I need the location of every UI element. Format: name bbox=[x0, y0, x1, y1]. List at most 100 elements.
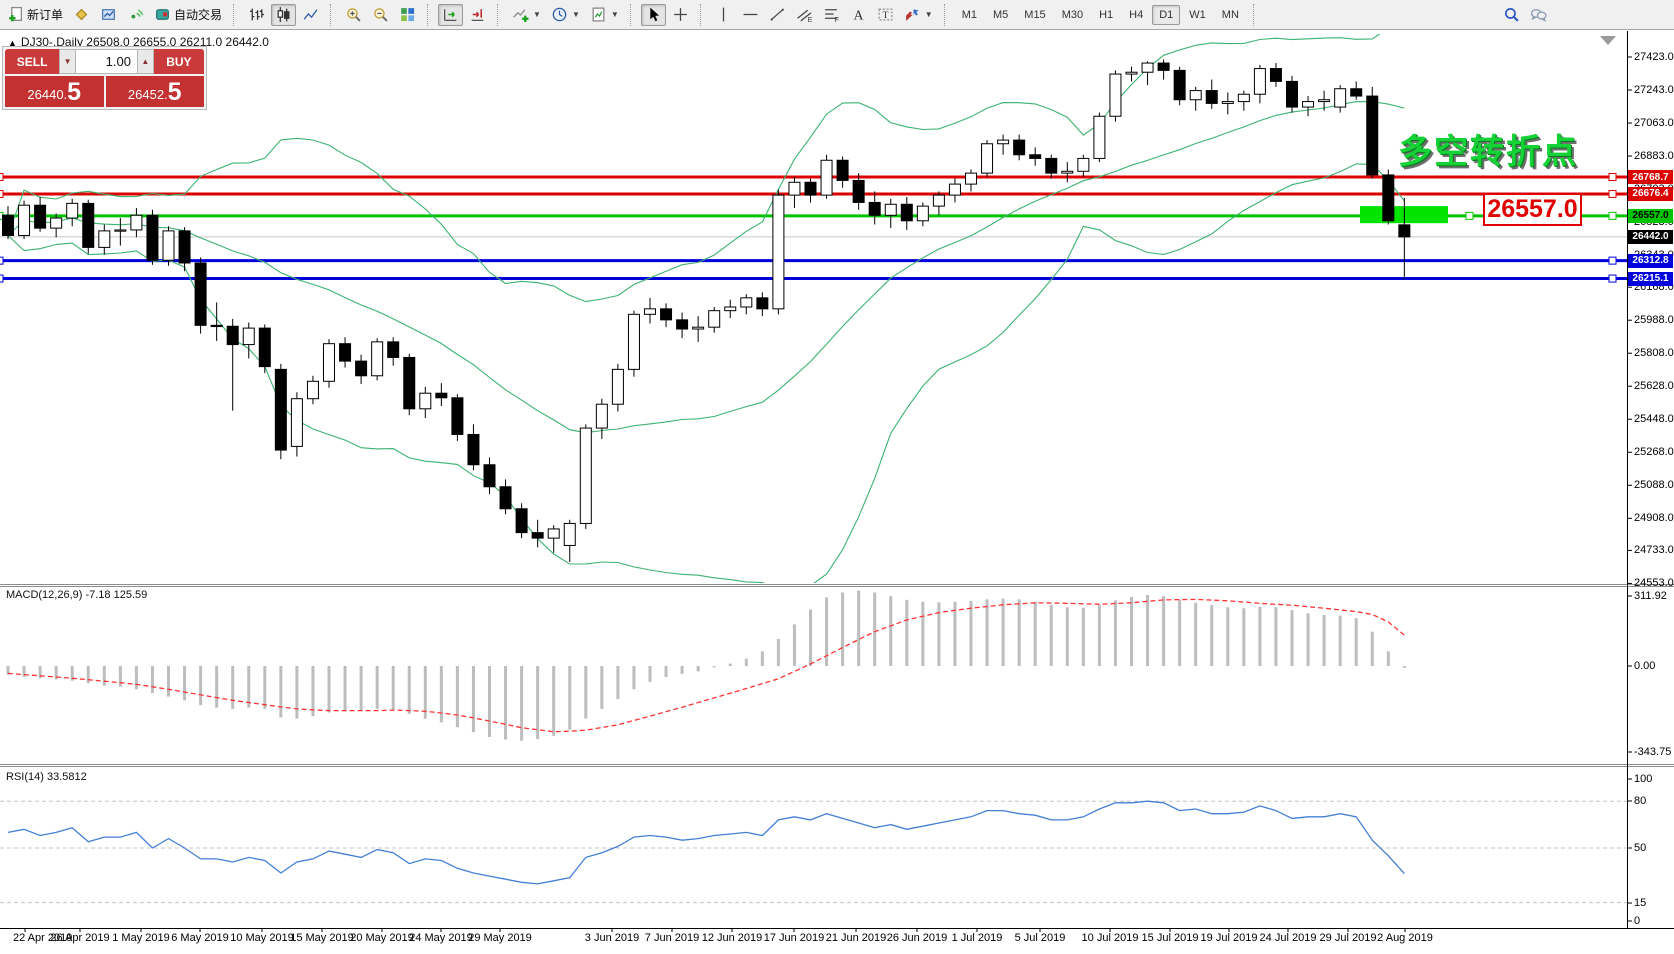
date-axis-label: 10 Jul 2019 bbox=[1081, 932, 1139, 944]
price-axis-label: 24553.0 bbox=[1634, 577, 1674, 590]
volume-down-button[interactable]: ▼ bbox=[59, 49, 76, 74]
cursor-button[interactable] bbox=[640, 3, 666, 26]
volume-up-button[interactable]: ▲ bbox=[136, 49, 154, 74]
line-handle[interactable] bbox=[1608, 173, 1617, 182]
price-tag-annotation[interactable]: 26557.0 bbox=[1483, 193, 1582, 226]
fibonacci-button[interactable]: F bbox=[819, 4, 844, 26]
price-axis-label: 26883.0 bbox=[1634, 150, 1674, 163]
line-chart-button[interactable] bbox=[298, 4, 323, 26]
price-axis-label: 24733.0 bbox=[1634, 544, 1674, 557]
tile-windows-button[interactable] bbox=[395, 4, 420, 26]
date-axis-label: 29 Jul 2019 bbox=[1319, 932, 1377, 944]
zoom-in-button[interactable] bbox=[341, 4, 366, 26]
search-button[interactable] bbox=[1499, 4, 1524, 26]
new-order-button[interactable]: 新订单 bbox=[3, 4, 67, 26]
charts-window-icon bbox=[100, 6, 117, 23]
timeframe-m1-button[interactable]: M1 bbox=[961, 8, 977, 21]
chevron-down-icon[interactable]: ▼ bbox=[610, 10, 619, 19]
indicators-button[interactable]: ▼ bbox=[508, 4, 545, 26]
bar-chart-button[interactable] bbox=[244, 4, 269, 26]
level-price-badge: 26768.7 bbox=[1628, 170, 1673, 184]
line-handle[interactable] bbox=[0, 274, 4, 283]
auto-scroll-button[interactable] bbox=[438, 3, 464, 26]
rsi-scale-label: 0 bbox=[1634, 915, 1641, 927]
auto-trading-button[interactable]: 自动交易 bbox=[150, 4, 226, 26]
level-price-badge: 26557.0 bbox=[1628, 208, 1673, 223]
timeframe-h4-button[interactable]: H4 bbox=[1129, 8, 1144, 21]
timeframe-d1-button[interactable]: D1 bbox=[1152, 4, 1181, 25]
timeframe-m5-button[interactable]: M5 bbox=[993, 8, 1009, 21]
line-handle[interactable] bbox=[1608, 189, 1617, 198]
sell-button[interactable]: SELL bbox=[5, 49, 60, 74]
horizontal-line-button[interactable] bbox=[738, 4, 763, 26]
chevron-down-icon[interactable]: ▼ bbox=[533, 10, 541, 19]
line-handle[interactable] bbox=[1465, 211, 1474, 220]
date-axis-label: 1 Jul 2019 bbox=[951, 932, 1003, 944]
line-handle[interactable] bbox=[0, 173, 4, 182]
timeframe-h1-button[interactable]: H1 bbox=[1099, 8, 1114, 21]
chevron-down-icon[interactable]: ▼ bbox=[571, 10, 580, 19]
date-axis-label: 20 May 2019 bbox=[350, 932, 414, 944]
date-axis-label: 10 May 2019 bbox=[230, 932, 294, 944]
arrows-button[interactable]: ▼ bbox=[900, 4, 937, 26]
price-axis-label: 25628.0 bbox=[1634, 380, 1674, 393]
date-axis-label: 26 Apr 2019 bbox=[50, 932, 110, 944]
text-icon: A bbox=[850, 6, 867, 23]
candle-chart-icon bbox=[275, 6, 292, 23]
price-axis-label: 25088.0 bbox=[1634, 479, 1674, 492]
periods-button[interactable]: ▼ bbox=[547, 4, 584, 26]
line-handle[interactable] bbox=[1608, 211, 1617, 220]
vertical-line-button[interactable] bbox=[711, 4, 736, 26]
charts-window-button[interactable] bbox=[96, 4, 121, 26]
chart-shift-button[interactable] bbox=[465, 4, 490, 26]
text-button[interactable]: A bbox=[846, 4, 871, 26]
sell-price-display[interactable]: 26440. 5 bbox=[5, 76, 104, 107]
buy-price-display[interactable]: 26452. 5 bbox=[105, 76, 204, 107]
date-axis-label: 3 Jun 2019 bbox=[584, 932, 640, 944]
chart-title: ▲ DJ30-,Daily 26508.0 26655.0 26211.0 264… bbox=[8, 35, 269, 49]
timeframe-w1-button[interactable]: W1 bbox=[1189, 8, 1206, 21]
crosshair-button[interactable] bbox=[668, 4, 693, 26]
trendline-button[interactable] bbox=[765, 4, 790, 26]
chat-icon bbox=[1530, 6, 1547, 23]
timeframe-m30-button[interactable]: M30 bbox=[1061, 8, 1084, 21]
chat-button[interactable] bbox=[1526, 4, 1551, 26]
equidistant-channel-button[interactable]: E bbox=[792, 4, 817, 26]
line-handle[interactable] bbox=[1608, 256, 1617, 265]
price-axis-label: 24908.0 bbox=[1634, 512, 1674, 525]
volume-input[interactable] bbox=[75, 49, 137, 74]
turning-point-annotation[interactable]: 多空转折点 bbox=[1398, 133, 1578, 171]
rsi-scale-label: 15 bbox=[1634, 897, 1647, 909]
buy-button[interactable]: BUY bbox=[153, 49, 204, 74]
ohlc-toggle-icon[interactable]: ▲ bbox=[8, 38, 17, 48]
candle-chart-button[interactable] bbox=[271, 3, 297, 26]
timeframe-m15-button[interactable]: M15 bbox=[1024, 8, 1046, 21]
level-price-badge: 26312.8 bbox=[1628, 253, 1673, 268]
rsi-scale-label: 100 bbox=[1634, 773, 1653, 785]
styler-button[interactable] bbox=[69, 4, 94, 26]
rsi-line bbox=[7, 800, 1405, 885]
macd-scale-label: -343.75 bbox=[1634, 746, 1672, 758]
chevron-down-icon[interactable]: ▼ bbox=[924, 10, 933, 19]
timeframe-mn-button[interactable]: MN bbox=[1221, 8, 1239, 21]
toolbar-separator bbox=[427, 3, 432, 26]
zoom-out-button[interactable] bbox=[368, 4, 393, 26]
date-axis-label: 26 Jun 2019 bbox=[886, 932, 948, 944]
signals-button[interactable] bbox=[123, 4, 148, 26]
sell-price-small: 26440. bbox=[27, 87, 68, 102]
date-axis-label: 5 Jul 2019 bbox=[1014, 932, 1066, 944]
line-handle[interactable] bbox=[0, 189, 4, 198]
line-handle[interactable] bbox=[0, 256, 4, 265]
date-axis-label: 19 Jul 2019 bbox=[1200, 932, 1258, 944]
date-axis-label: 24 May 2019 bbox=[409, 932, 473, 944]
rsi-scale-label: 50 bbox=[1634, 842, 1647, 854]
templates-button[interactable]: ▼ bbox=[586, 4, 623, 26]
date-axis-label: 22 Apr 2019 bbox=[13, 932, 73, 944]
toolbar-separator bbox=[330, 3, 335, 26]
macd-signal-line bbox=[7, 598, 1405, 733]
eraser-icon bbox=[73, 6, 90, 23]
fibonacci-icon: F bbox=[823, 6, 840, 23]
text-label-button[interactable]: T bbox=[873, 4, 898, 26]
line-handle[interactable] bbox=[1608, 274, 1617, 283]
